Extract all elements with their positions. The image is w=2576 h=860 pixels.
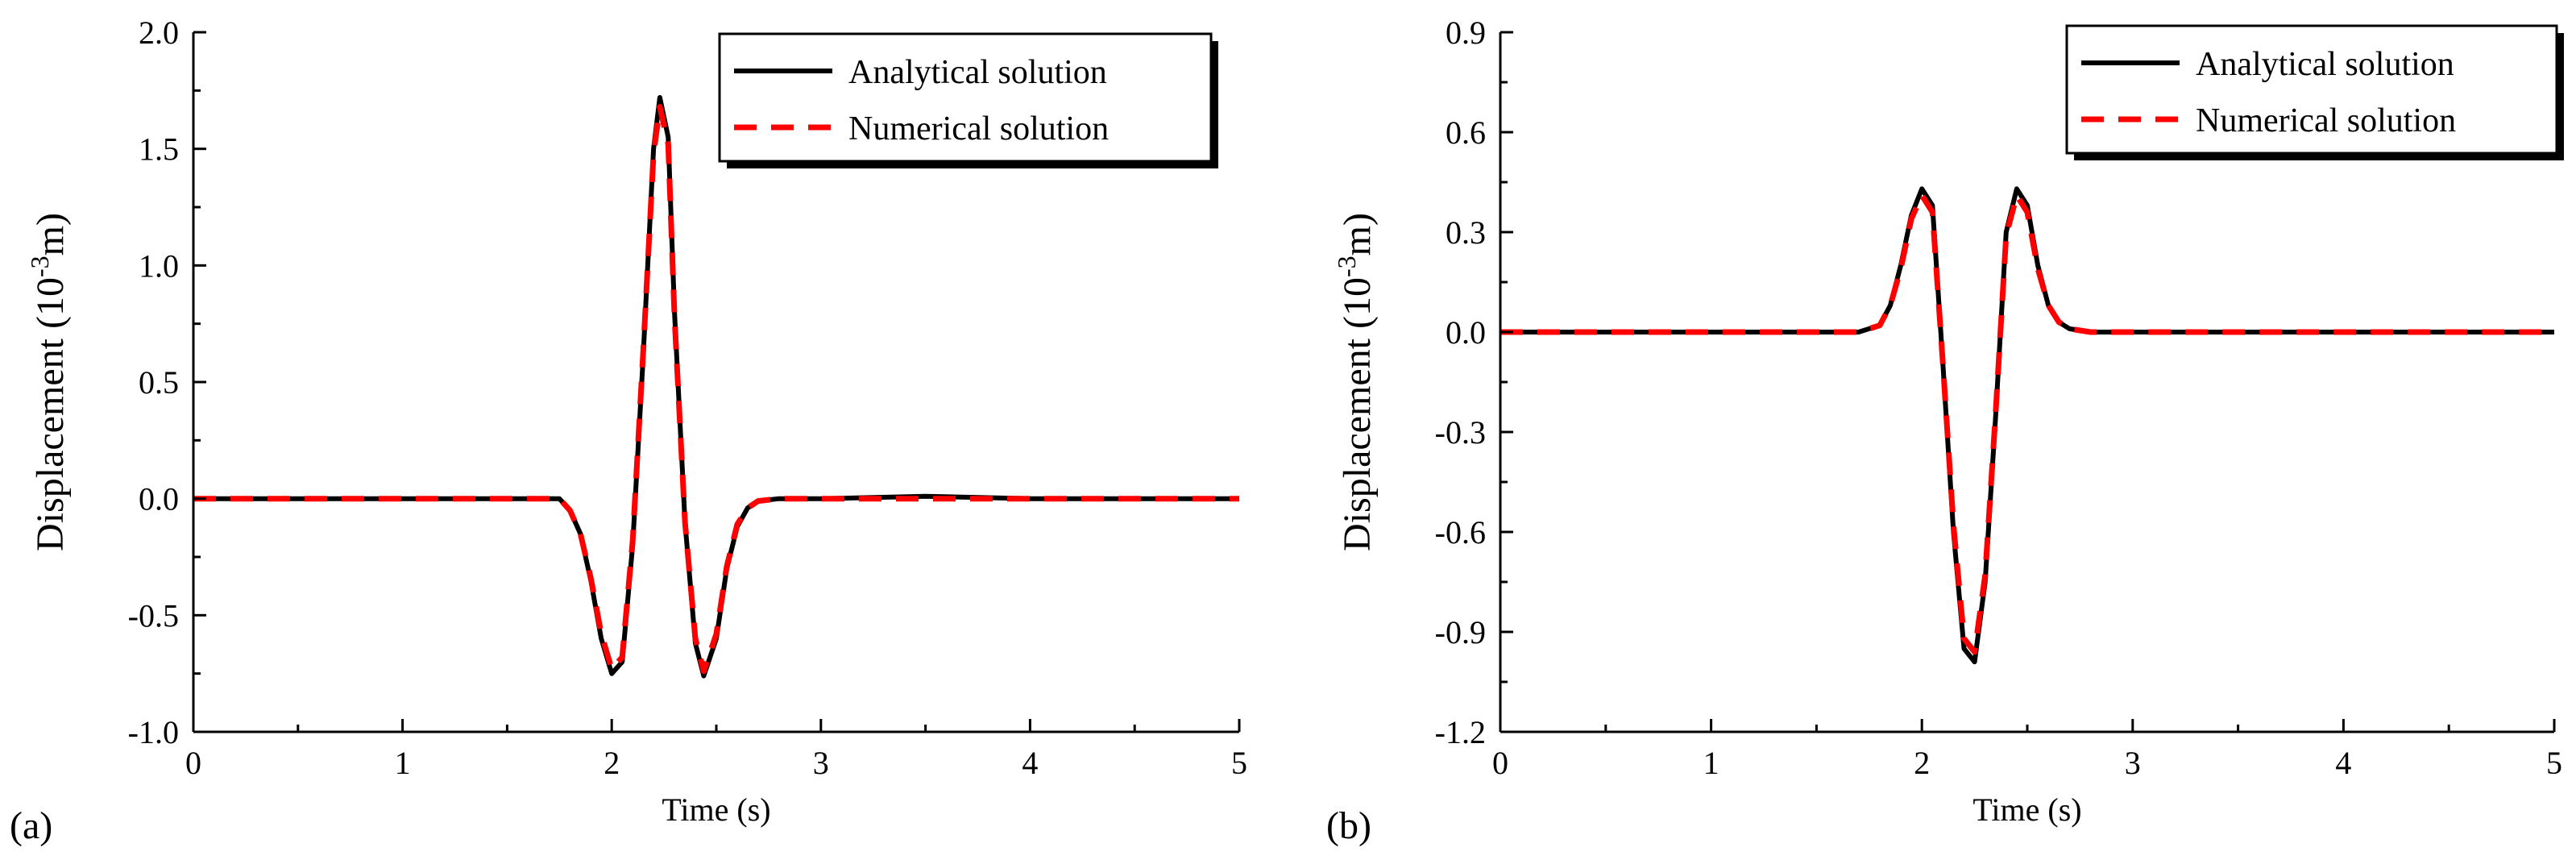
legend-label-numerical: Numerical solution [848, 110, 1109, 147]
y-tick-label: -1.0 [128, 714, 179, 750]
y-tick-label: -0.9 [1435, 614, 1486, 650]
y-tick-label: -1.2 [1435, 714, 1486, 750]
series-line-analytical [193, 95, 1239, 679]
y-tick-label: 0.3 [1446, 214, 1486, 251]
y-tick-label: 0.9 [1446, 15, 1486, 51]
legend-box [718, 32, 1213, 163]
plot-area [193, 95, 1239, 679]
y-tick-label: -0.3 [1435, 414, 1486, 451]
y-tick-label: 0.5 [139, 364, 179, 401]
x-tick-label: 4 [2335, 745, 2351, 781]
legend-label-numerical: Numerical solution [2196, 102, 2456, 139]
x-tick-label: 5 [1231, 745, 1247, 781]
x-tick-label: 3 [2125, 745, 2141, 781]
y-tick-label: 0.0 [1446, 314, 1486, 351]
y-tick-label: 0.0 [139, 481, 179, 517]
x-tick-label: 2 [1914, 745, 1930, 781]
x-tick-label: 3 [813, 745, 829, 781]
series-line-analytical [1500, 186, 2554, 665]
y-axis-title: Displacement (10-3m) [1332, 213, 1379, 551]
y-axis-title: Displacement (10-3m) [25, 213, 72, 551]
legend-label-analytical: Analytical solution [848, 54, 1107, 91]
x-tick-label: 0 [185, 745, 201, 781]
legend-box [2065, 24, 2558, 155]
legend: Analytical solution Numerical solution [2065, 24, 2564, 160]
x-axis-title: Time (s) [1972, 791, 2081, 828]
y-tick-label: -0.6 [1435, 514, 1486, 550]
panel-label: (a) [10, 804, 52, 847]
series-line-numerical [1500, 193, 2554, 655]
y-tick-label: 0.6 [1446, 114, 1486, 151]
x-tick-label: 0 [1492, 745, 1508, 781]
x-axis-title: Time (s) [662, 791, 770, 828]
plot-area [1500, 186, 2554, 665]
x-tick-label: 1 [1703, 745, 1719, 781]
x-tick-label: 1 [395, 745, 411, 781]
panel-label: (b) [1326, 804, 1371, 847]
y-tick-label: 1.0 [139, 247, 179, 284]
y-tick-label: 2.0 [139, 15, 179, 51]
series-line-numerical [193, 104, 1239, 675]
y-tick-label: -0.5 [128, 597, 179, 634]
chart-panel-b: 0 1 2 3 4 5 -1.2 -0.9 -0.6 -0.3 0.0 0.3 0.6 0.9 Time (… [1326, 15, 2564, 847]
x-tick-label: 4 [1022, 745, 1038, 781]
x-tick-label: 5 [2546, 745, 2562, 781]
legend: Analytical solution Numerical solution [718, 32, 1218, 168]
y-tick-label: 1.5 [139, 131, 179, 168]
x-tick-label: 2 [604, 745, 620, 781]
legend-label-analytical: Analytical solution [2196, 46, 2454, 83]
chart-panel-a: 0 1 2 3 4 5 -1.0 -0.5 0.0 0.5 1.0 1.5 2.0 Time (s) Dis… [10, 15, 1247, 847]
